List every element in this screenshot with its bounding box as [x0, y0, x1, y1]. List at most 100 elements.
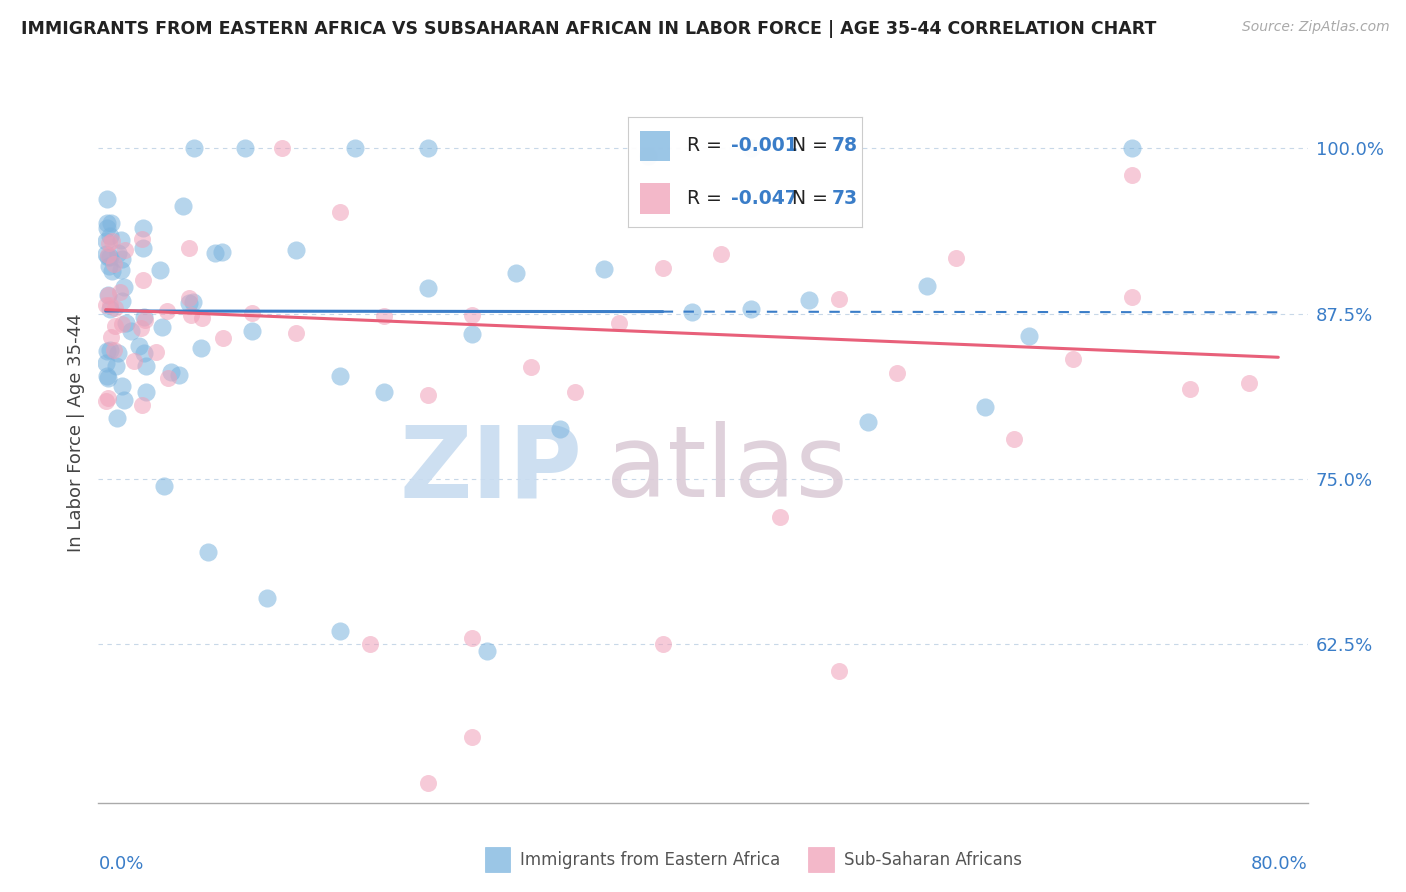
Point [128, 338, 150, 352]
Bar [640, 183, 671, 214]
Point [96, 344, 118, 359]
Point [329, 624, 352, 638]
Text: 78: 78 [832, 136, 858, 155]
Point [104, 318, 127, 333]
Point [270, 141, 292, 155]
Point [373, 310, 395, 324]
Text: Sub-Saharan Africans: Sub-Saharan Africans [844, 851, 1022, 869]
Point [97, 250, 120, 264]
Point [96, 369, 118, 384]
Point [134, 313, 156, 327]
Point [96, 216, 118, 230]
Point [110, 263, 132, 277]
Point [150, 319, 173, 334]
Point [359, 637, 381, 651]
Point [107, 345, 129, 359]
Point [256, 591, 278, 605]
Point [100, 330, 122, 344]
Point [1121, 141, 1143, 155]
Point [111, 317, 134, 331]
Point [651, 261, 673, 276]
Point [945, 252, 967, 266]
Text: N =: N = [792, 189, 834, 208]
Point [191, 310, 214, 325]
Point [94, 298, 117, 312]
Point [132, 220, 155, 235]
Text: ZIP: ZIP [399, 421, 582, 518]
Point [461, 326, 484, 341]
Point [915, 278, 938, 293]
Point [160, 365, 183, 379]
Point [418, 141, 440, 155]
Point [94, 234, 117, 248]
Point [190, 341, 212, 355]
Point [564, 385, 586, 400]
Point [329, 368, 352, 383]
Point [100, 264, 122, 278]
Point [110, 233, 132, 247]
Point [98, 250, 121, 264]
Point [204, 246, 226, 260]
Point [108, 285, 131, 299]
Point [114, 243, 136, 257]
Text: 73: 73 [832, 189, 858, 208]
Point [1018, 329, 1040, 343]
Point [285, 326, 308, 340]
Point [177, 241, 200, 255]
Point [974, 400, 997, 414]
Point [103, 343, 125, 357]
Point [827, 664, 849, 678]
Point [98, 259, 121, 273]
Point [111, 252, 134, 266]
Point [240, 324, 263, 338]
Point [122, 354, 145, 368]
Point [593, 261, 616, 276]
Point [120, 324, 142, 338]
Point [827, 292, 849, 306]
Point [233, 141, 256, 155]
Point [97, 235, 120, 250]
Point [97, 248, 120, 262]
Point [418, 387, 440, 401]
Point [132, 346, 155, 360]
Point [1004, 433, 1026, 447]
Text: R =: R = [686, 189, 727, 208]
Point [886, 367, 908, 381]
Point [149, 263, 172, 277]
Point [112, 280, 135, 294]
Text: Source: ZipAtlas.com: Source: ZipAtlas.com [1241, 20, 1389, 34]
Point [96, 192, 118, 206]
Point [132, 310, 155, 325]
Point [607, 316, 630, 330]
Point [769, 509, 792, 524]
Point [111, 293, 134, 308]
Point [285, 243, 308, 257]
Bar [640, 130, 671, 161]
Point [418, 776, 440, 790]
Point [111, 379, 134, 393]
Point [637, 149, 659, 163]
Y-axis label: In Labor Force | Age 35-44: In Labor Force | Age 35-44 [66, 313, 84, 552]
Point [135, 384, 157, 399]
Point [475, 644, 498, 658]
Point [98, 343, 121, 357]
Point [145, 345, 167, 359]
Point [1237, 376, 1260, 390]
Point [1121, 168, 1143, 182]
Text: IMMIGRANTS FROM EASTERN AFRICA VS SUBSAHARAN AFRICAN IN LABOR FORCE | AGE 35-44 : IMMIGRANTS FROM EASTERN AFRICA VS SUBSAH… [21, 20, 1157, 37]
Point [211, 244, 233, 259]
Point [740, 301, 762, 316]
Point [172, 199, 194, 213]
Point [131, 232, 153, 246]
Point [153, 478, 176, 492]
Text: 80.0%: 80.0% [1251, 855, 1308, 872]
Point [96, 220, 118, 235]
Point [132, 272, 155, 286]
Point [740, 141, 762, 155]
Point [98, 302, 121, 317]
Point [681, 305, 703, 319]
Point [180, 309, 202, 323]
Text: -0.047: -0.047 [731, 189, 797, 208]
Point [240, 305, 263, 319]
Point [101, 234, 124, 248]
